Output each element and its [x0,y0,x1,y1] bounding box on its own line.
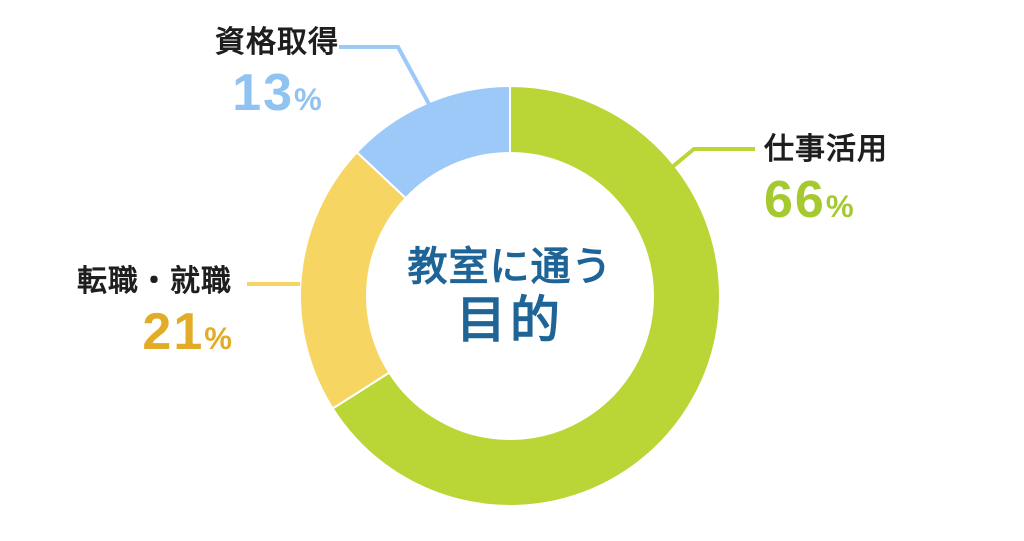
percent-sign: % [204,321,232,356]
slice-value-number: 13 [232,64,295,122]
slice-value-work-use: 66% [764,174,984,226]
slice-value-number: 21 [142,303,205,361]
leader-line-work-use [669,147,755,170]
slice-value-number: 66 [764,171,826,229]
center-title-line1: 教室に通う [407,245,613,289]
callout-career-change: 転職・就職 21% [52,265,232,358]
donut-slice-2 [355,84,511,200]
slice-label-work-use: 仕事活用 [764,133,888,166]
donut-slice-0 [331,84,721,507]
leader-line-qualification [339,45,431,105]
percent-sign: % [825,189,854,224]
donut-center-title: 教室に通う 目的 [335,244,685,348]
slice-label-career-change: 転職・就職 [77,265,232,298]
slice-value-qualification: 13% [197,67,357,119]
slice-value-career-change: 21% [52,306,232,358]
percent-sign: % [294,82,322,117]
callout-qualification: 資格取得 13% [197,26,357,119]
callout-work-use: 仕事活用 66% [764,133,984,226]
center-title-line2: 目的 [456,292,564,348]
slice-label-qualification: 資格取得 [215,26,339,59]
